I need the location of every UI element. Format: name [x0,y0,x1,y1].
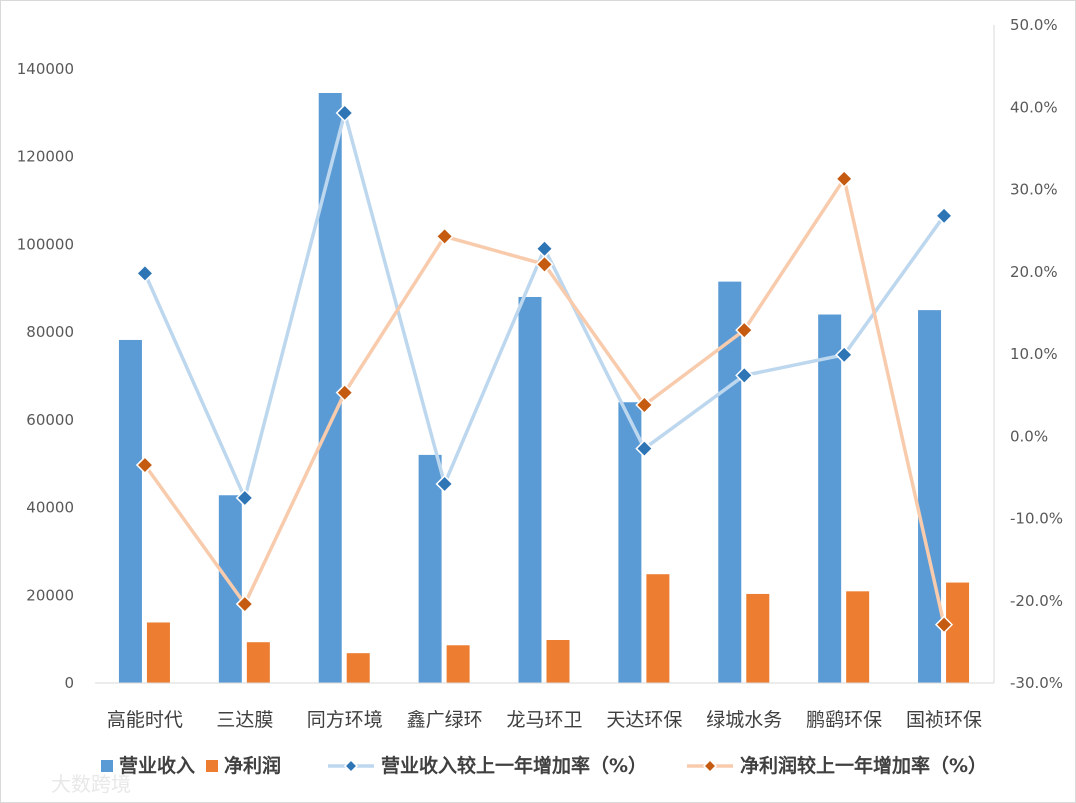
right-axis: -30.0% -20.0% -10.0% 0.0% 10.0% 20.0% 30.0% 40.… [993,16,1063,692]
revenue-growth-marker [135,264,155,283]
revenue-bar [118,339,142,683]
profit-growth-marker [535,255,554,274]
left-tick-label: 40000 [26,499,74,517]
watermark-text: 大数跨境 [51,772,131,796]
left-tick-label: 100000 [17,235,74,253]
left-tick-label: 0 [64,674,74,692]
right-tick-label: 30.0% [1010,181,1058,199]
profit-growth-marker [135,455,155,475]
revenue-growth-marker [235,488,254,507]
net-profit-bar [146,622,170,683]
right-tick-label: -10.0% [1010,510,1063,528]
right-tick-label: -20.0% [1010,592,1063,610]
net-profit-bar [946,582,970,683]
profit-growth-marker [435,227,454,246]
category-label: 同方环境 [307,709,383,731]
category-label: 三达膜 [216,709,273,731]
net-profit-bar [246,642,270,683]
net-profit-bar [646,574,670,683]
revenue-growth-marker [835,345,854,364]
watermark: 大数跨境 [51,772,131,796]
profit-growth-marker [934,615,954,634]
category-label: 鑫广绿环 [407,709,483,731]
profit-growth-marker [735,321,754,340]
category-label: 高能时代 [107,709,183,731]
revenue-growth-marker [934,206,954,225]
revenue-bar [218,495,242,683]
profit-growth-marker [235,594,254,614]
right-tick-label: 10.0% [1010,345,1058,363]
category-label: 鹏鹞环保 [806,709,882,731]
left-tick-label: 140000 [17,60,74,78]
revenue-bar [618,402,642,683]
revenue-bar [318,92,342,683]
right-tick-label: -30.0% [1010,674,1063,692]
revenue-growth-marker [435,474,454,494]
legend-marker-profit-growth [702,758,718,774]
revenue-bar [518,296,542,683]
profit-growth-marker [335,383,354,402]
left-tick-label: 20000 [26,586,74,604]
legend-label-profit-growth: 净利润较上一年增加率（%） [740,754,987,777]
profit-growth-marker [835,169,854,188]
revenue-bar [818,314,842,683]
right-tick-label: 0.0% [1010,427,1048,445]
category-label: 天达环保 [606,709,682,731]
legend-swatch-profit [206,760,218,772]
profit-growth-marker [635,395,654,415]
left-axis: 0 20000 40000 60000 80000 100000 120000 140000 [17,60,74,692]
legend-label-revenue: 营业收入 [119,754,195,777]
line-series [135,103,954,634]
right-tick-label: 20.0% [1010,263,1058,281]
legend: 营业收入 净利润 营业收入较上一年增加率（%） 净利润较上一年增加率（%） [101,754,987,777]
revenue-growth-marker [335,103,354,123]
legend-label-revenue-growth: 营业收入较上一年增加率（%） [381,754,647,777]
net-profit-bar [546,640,570,683]
category-label: 绿城水务 [706,709,782,731]
net-profit-bar [346,653,370,683]
revenue-growth-marker [635,439,654,458]
revenue-growth-marker [535,239,554,258]
legend-label-profit: 净利润 [224,754,281,777]
net-profit-bar [446,645,470,683]
net-profit-bar [846,591,870,683]
legend-swatch-revenue [101,760,113,772]
legend-marker-revenue-growth [343,758,359,774]
revenue-growth-marker [735,366,754,385]
left-tick-label: 80000 [26,323,74,341]
revenue-bar [418,454,442,683]
left-tick-label: 120000 [17,148,74,166]
category-label: 国祯环保 [906,709,982,731]
x-axis: 高能时代 三达膜 同方环境 鑫广绿环 龙马环卫 天达环保 绿城水务 鹏鹞环保 国祯环保 [95,682,994,731]
left-tick-label: 60000 [26,411,74,429]
category-label: 龙马环卫 [506,709,582,731]
right-tick-label: 40.0% [1010,98,1058,116]
right-tick-label: 50.0% [1010,16,1058,34]
net-profit-bar [746,593,770,683]
